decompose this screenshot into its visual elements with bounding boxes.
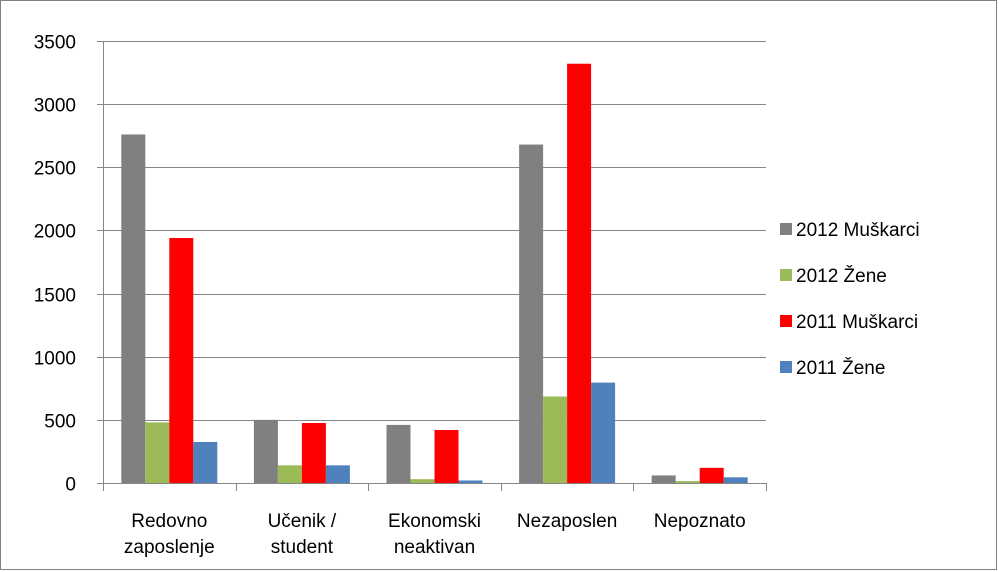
legend-label: 2012 Žene [796, 265, 887, 287]
y-tick-label: 3500 [34, 33, 76, 54]
legend-swatch [780, 223, 792, 235]
bar [386, 424, 411, 483]
x-category-label: student [271, 537, 334, 558]
bar [325, 465, 350, 483]
x-category-label: Nezaposlen [517, 511, 617, 532]
bar [651, 475, 676, 483]
axes [97, 41, 767, 491]
bar [145, 422, 170, 483]
x-axis-category-labels: Redovno zaposlenje Učenik / student Ekonomsk… [124, 511, 746, 558]
legend-swatch [780, 269, 792, 281]
bar [169, 238, 194, 483]
y-tick-label: 2000 [34, 222, 76, 243]
plot-area-bars [121, 63, 748, 484]
bar [699, 467, 724, 483]
legend-swatch [780, 315, 792, 327]
y-tick-label: 1000 [34, 349, 76, 370]
y-tick-label: 500 [44, 412, 76, 433]
bar [301, 423, 326, 483]
bar [121, 134, 146, 484]
x-category-label: Učenik / [268, 511, 337, 532]
bar [543, 396, 568, 483]
y-tick-label: 0 [65, 475, 76, 496]
legend-swatch [780, 361, 792, 373]
bar [277, 465, 302, 483]
bar [253, 419, 278, 483]
bar [519, 144, 544, 483]
y-tick-label: 2500 [34, 159, 76, 180]
bar [434, 429, 459, 483]
legend-label: 2012 Muškarci [796, 220, 920, 241]
legend-label: 2011 Muškarci [796, 312, 918, 333]
bar [410, 479, 435, 483]
x-category-label: neaktivan [394, 537, 475, 558]
y-tick-label: 3000 [34, 96, 76, 117]
x-category-label: Redovno [131, 511, 207, 532]
bar [567, 63, 592, 483]
y-axis-tick-labels: 0 500 1000 1500 2000 2500 3000 3500 [34, 33, 76, 496]
x-category-label: zaposlenje [124, 537, 215, 558]
legend: 2012 Muškarci 2012 Žene 2011 Muškarci 2011 … [780, 220, 920, 379]
bar [675, 481, 700, 483]
gridlines [103, 41, 766, 421]
bar [723, 477, 748, 483]
x-category-label: Nepoznato [654, 511, 746, 532]
bar [591, 382, 616, 483]
y-tick-label: 1500 [34, 286, 76, 307]
legend-label: 2011 Žene [796, 357, 885, 379]
x-category-label: Ekonomski [388, 511, 481, 532]
bar [458, 480, 483, 483]
bar [193, 441, 218, 483]
